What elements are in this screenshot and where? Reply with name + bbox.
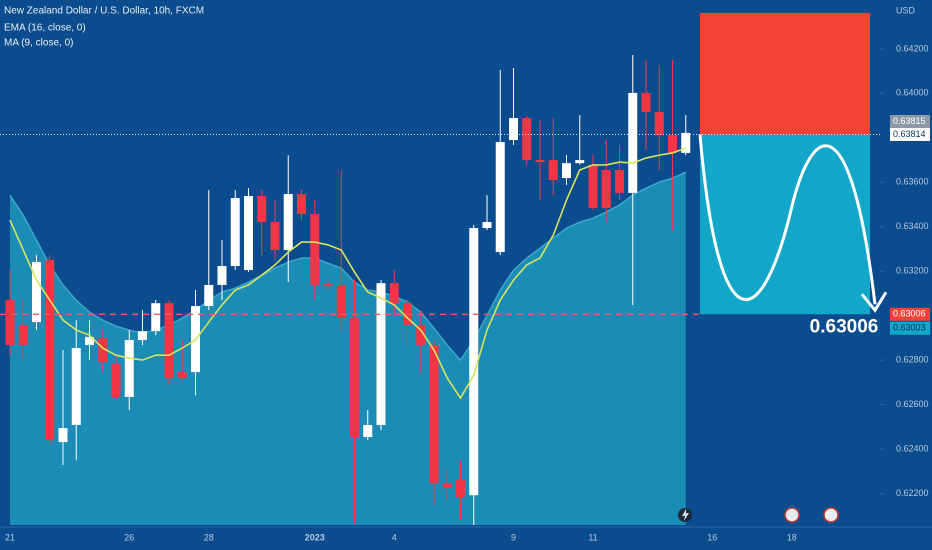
projection-arrow (860, 291, 888, 313)
projection-curve (698, 134, 877, 305)
candle-body (628, 92, 638, 193)
x-tick-label: 16 (707, 532, 717, 542)
candle-body (85, 336, 94, 345)
candle-body (456, 480, 465, 497)
x-tick-label: 2023 (305, 532, 325, 542)
legend-entry: EMA (16, close, 0) (4, 23, 86, 34)
candle-body (257, 196, 267, 223)
candle-body (482, 222, 492, 229)
y-tick-label: 0.63200 (896, 266, 929, 276)
target-alt-price-label: 0.63003 (893, 323, 926, 333)
y-tick-label: 0.62400 (896, 443, 929, 453)
y-tick-label: 0.62800 (896, 354, 929, 364)
y-tick-label: 0.63600 (896, 177, 929, 187)
candle-body (58, 428, 68, 443)
target-price-label: 0.63006 (893, 309, 926, 319)
candle-body (32, 262, 41, 323)
candle-body (668, 135, 677, 153)
candle-body (615, 170, 624, 193)
candle-body (363, 424, 373, 437)
entry-price-label: 0.63815 (893, 116, 926, 126)
target-alt-price-label-box (890, 321, 930, 335)
candle-body (244, 196, 253, 271)
candle-body (5, 300, 15, 345)
ema-line (9, 171, 687, 362)
candle-body (641, 92, 651, 113)
candle-body (389, 283, 399, 304)
candle-body (138, 331, 147, 341)
chart-title: New Zealand Dollar / U.S. Dollar, 10h, F… (4, 6, 204, 17)
target-annotation: 0.63006 (810, 316, 879, 337)
candle-body (45, 260, 55, 441)
x-tick-label: 18 (787, 532, 797, 542)
x-tick-label: 4 (392, 532, 397, 542)
candle-body (71, 348, 81, 425)
candle-body (164, 303, 174, 379)
candle-body (522, 118, 532, 161)
event-icons (678, 507, 839, 523)
event-icon (823, 507, 839, 523)
x-tick-label: 26 (124, 532, 134, 542)
candle-body (469, 228, 479, 496)
candle-body (98, 338, 108, 363)
candle-body (323, 284, 333, 287)
target-price-label-box (890, 307, 930, 321)
candle-body (18, 324, 28, 345)
y-tick-label: 0.62600 (896, 399, 929, 409)
current-price-label-box (890, 127, 930, 141)
candle-body (350, 318, 359, 437)
event-icon-bolt (682, 509, 689, 521)
x-tick-label: 9 (511, 532, 516, 542)
candle-body (111, 364, 121, 397)
y-tick-label: 0.64000 (896, 88, 929, 98)
candle-body (376, 283, 386, 425)
candle-body (283, 194, 293, 251)
candle-body (575, 160, 585, 164)
y-tick-label: 0.63400 (896, 221, 929, 231)
candle-body (217, 266, 227, 285)
currency-label: USD (896, 5, 916, 15)
candle-body (442, 483, 452, 489)
candle-body (654, 112, 664, 136)
legend-entry: MA (9, close, 0) (4, 38, 73, 49)
candle-body (681, 132, 691, 153)
candle-body (548, 160, 558, 181)
stop-zone (700, 12, 870, 135)
x-tick-label: 21 (5, 532, 15, 542)
candle-body (310, 214, 320, 285)
entry-price-label-box (890, 114, 930, 128)
candle-body (416, 324, 426, 345)
current-price-label: 0.63814 (893, 129, 926, 139)
x-tick-label: 11 (588, 532, 597, 542)
y-tick-label: 0.62200 (896, 488, 929, 498)
candle-body (297, 194, 306, 215)
candle-body (151, 303, 161, 332)
event-icon (784, 507, 800, 523)
candle-body (509, 118, 518, 141)
candle-body (177, 372, 187, 379)
y-tick-label: 0.64200 (896, 43, 929, 53)
candle-body (204, 284, 214, 307)
candle-body (562, 163, 571, 179)
candle-body (429, 344, 439, 484)
candle-body (230, 198, 240, 267)
plot (5, 55, 691, 525)
candle-body (336, 284, 346, 319)
candle-body (601, 170, 611, 209)
candle-body (270, 222, 280, 251)
ema-area (10, 172, 686, 525)
ma-line (9, 147, 687, 400)
x-tick-label: 28 (204, 532, 214, 542)
candle-body (535, 160, 545, 163)
candle-body (495, 142, 505, 253)
candle-body (588, 164, 598, 209)
candle-body (124, 340, 134, 397)
